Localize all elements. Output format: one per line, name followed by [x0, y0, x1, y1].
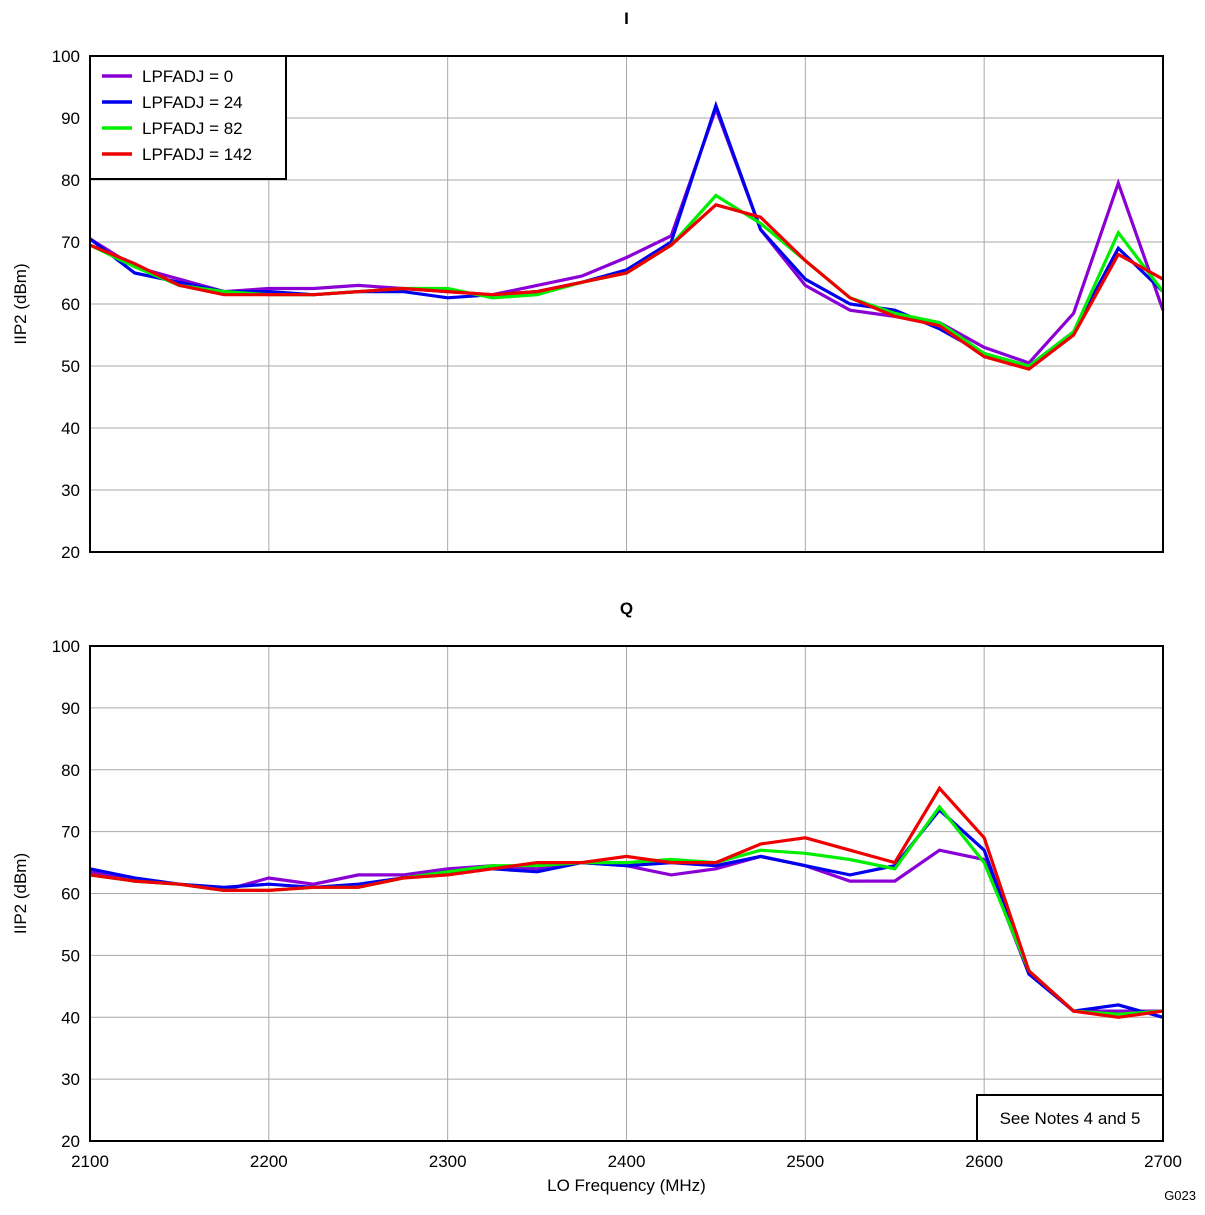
- series-line-1: [89, 807, 1164, 1019]
- x-axis-label: LO Frequency (MHz): [547, 1176, 706, 1195]
- chart-panel-i: 20 30 40 50 60 70 80 90 100 I IIP2 (dBm) LPFADJ = 0…: [11, 9, 1165, 562]
- series-line-3: [89, 785, 1164, 1019]
- y-tick-label: 30: [61, 481, 80, 500]
- y-tick-label: 20: [61, 543, 80, 562]
- series-line-0: [89, 103, 1165, 365]
- notes-box: See Notes 4 and 5: [976, 1094, 1164, 1142]
- chart-title: Q: [620, 599, 633, 618]
- y-tick-label: 70: [61, 233, 80, 252]
- x-tick-label: 2300: [429, 1152, 467, 1171]
- x-tick-label: 2700: [1144, 1152, 1182, 1171]
- y-tick-label: 90: [61, 699, 80, 718]
- y-tick-label: 90: [61, 109, 80, 128]
- x-tick-label: 2500: [786, 1152, 824, 1171]
- y-tick-label: 70: [61, 823, 80, 842]
- chart-panel-q: 20 30 40 50 60 70 80 90 100 2100 2200 2300 2400 2500 2…: [11, 599, 1182, 1195]
- figure-id: G023: [1164, 1188, 1196, 1203]
- x-tick-label: 2100: [71, 1152, 109, 1171]
- y-tick-label: 40: [61, 419, 80, 438]
- y-tick-label: 20: [61, 1132, 80, 1151]
- notes-text: See Notes 4 and 5: [1000, 1109, 1141, 1128]
- y-tick-label: 100: [52, 637, 80, 656]
- x-tick-label: 2600: [965, 1152, 1003, 1171]
- series-line-3: [89, 203, 1164, 371]
- legend: LPFADJ = 0 LPFADJ = 24 LPFADJ = 82 LPFADJ =…: [89, 55, 287, 180]
- y-tick-label: 80: [61, 171, 80, 190]
- chart-title: I: [624, 9, 629, 28]
- legend-label: LPFADJ = 142: [142, 145, 252, 164]
- legend-label: LPFADJ = 24: [142, 93, 243, 112]
- notes-frame: [976, 1094, 1164, 1142]
- legend-label: LPFADJ = 0: [142, 67, 233, 86]
- y-tick-label: 100: [52, 47, 80, 66]
- y-tick-label: 40: [61, 1008, 80, 1027]
- y-axis-label: IIP2 (dBm): [11, 263, 30, 344]
- y-tick-label: 60: [61, 885, 80, 904]
- x-tick-label: 2400: [608, 1152, 646, 1171]
- y-tick-label: 60: [61, 295, 80, 314]
- y-tick-label: 50: [61, 357, 80, 376]
- y-tick-label: 30: [61, 1070, 80, 1089]
- y-tick-label: 80: [61, 761, 80, 780]
- y-axis-label: IIP2 (dBm): [11, 853, 30, 934]
- plot-frame: [89, 645, 1164, 1142]
- y-tick-label: 50: [61, 946, 80, 965]
- legend-label: LPFADJ = 82: [142, 119, 243, 138]
- plot-frame: [89, 55, 1164, 553]
- x-tick-label: 2200: [250, 1152, 288, 1171]
